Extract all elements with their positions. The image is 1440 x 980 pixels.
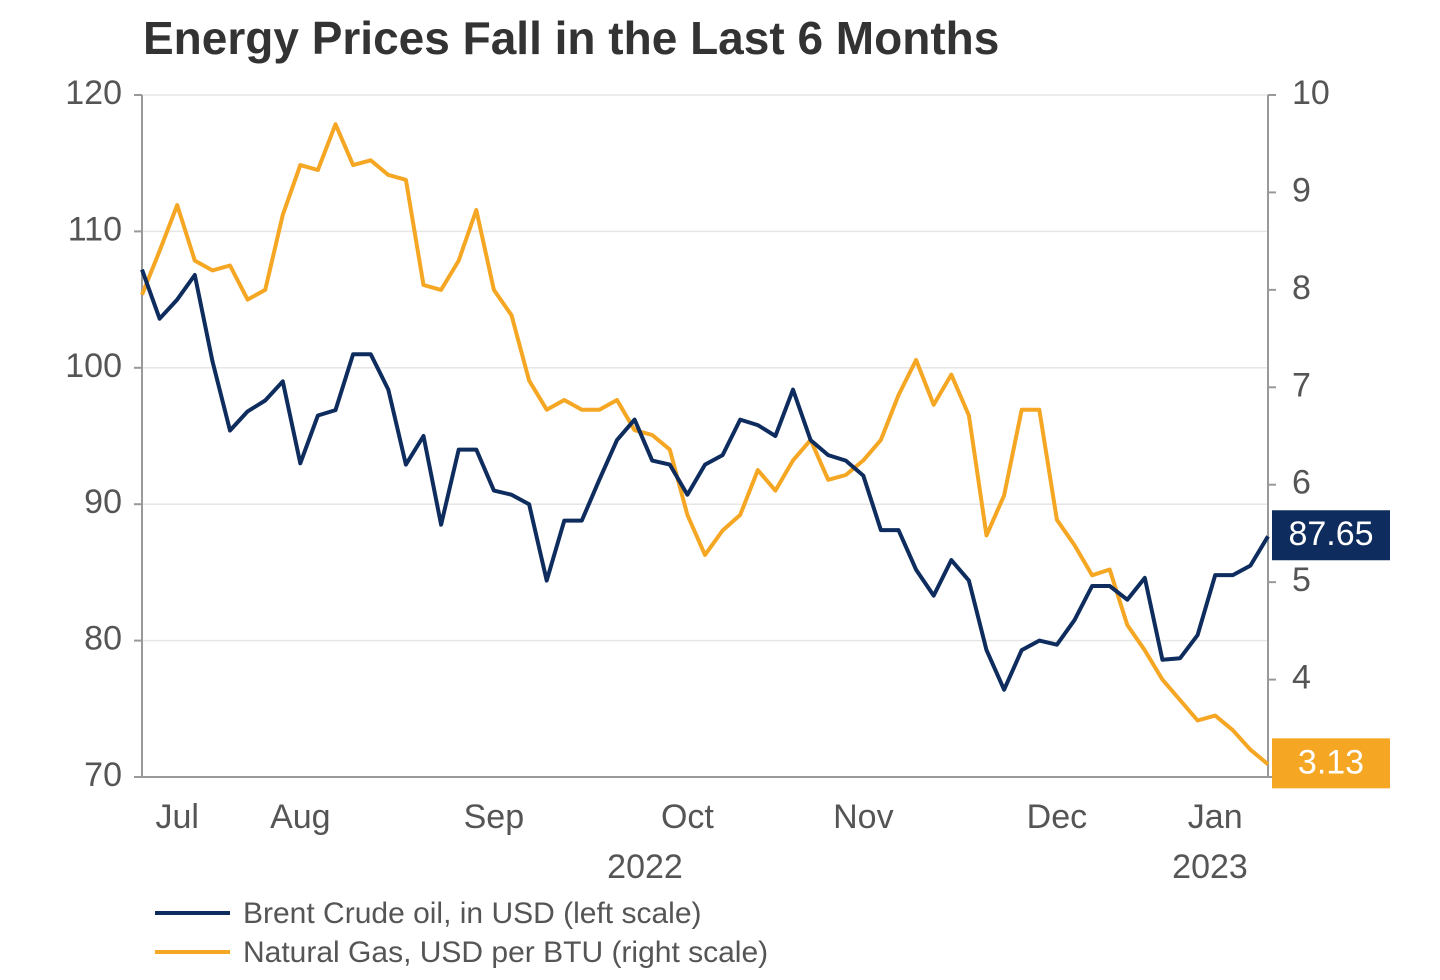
legend-label: Natural Gas, USD per BTU (right scale) [243, 936, 768, 969]
x-tick-label: Sep [464, 798, 525, 836]
y2-tick-label: 7 [1292, 366, 1311, 404]
end-label-box [1272, 738, 1390, 789]
y2-tick-label: 8 [1292, 269, 1311, 307]
end-label: 87.65 [1272, 510, 1390, 561]
y2-tick-label: 5 [1292, 561, 1311, 599]
y2-tick-label: 9 [1292, 171, 1311, 209]
x-tick-label: Jul [155, 798, 198, 836]
x-tick-label: Oct [661, 798, 714, 836]
y2-tick-label: 6 [1292, 464, 1311, 502]
y-tick-label: 100 [65, 347, 122, 385]
series-line [140, 122, 1270, 766]
x-tick-label: Dec [1027, 798, 1087, 836]
end-label-text: 3.13 [1298, 743, 1364, 781]
x-tick-label: Nov [833, 798, 893, 836]
y-tick-label: 120 [65, 74, 122, 112]
x-group-label: 2022 [607, 848, 683, 886]
x-tick-label: Aug [270, 798, 331, 836]
y2-tick-label: 4 [1292, 659, 1311, 697]
y-tick-label: 80 [84, 620, 122, 658]
y2-tick-label: 10 [1292, 74, 1330, 112]
x-group-label: 2023 [1172, 848, 1248, 886]
end-label-text: 87.65 [1288, 515, 1373, 553]
legend-label: Brent Crude oil, in USD (left scale) [243, 897, 702, 930]
y-tick-label: 70 [84, 756, 122, 794]
series-line [140, 268, 1270, 692]
y-tick-label: 110 [68, 210, 122, 248]
y-tick-label: 90 [84, 483, 122, 521]
end-label: 3.13 [1272, 738, 1390, 789]
end-label-box [1272, 510, 1390, 561]
chart-title: Energy Prices Fall in the Last 6 Months [143, 12, 999, 64]
x-tick-label: Jan [1188, 798, 1243, 836]
